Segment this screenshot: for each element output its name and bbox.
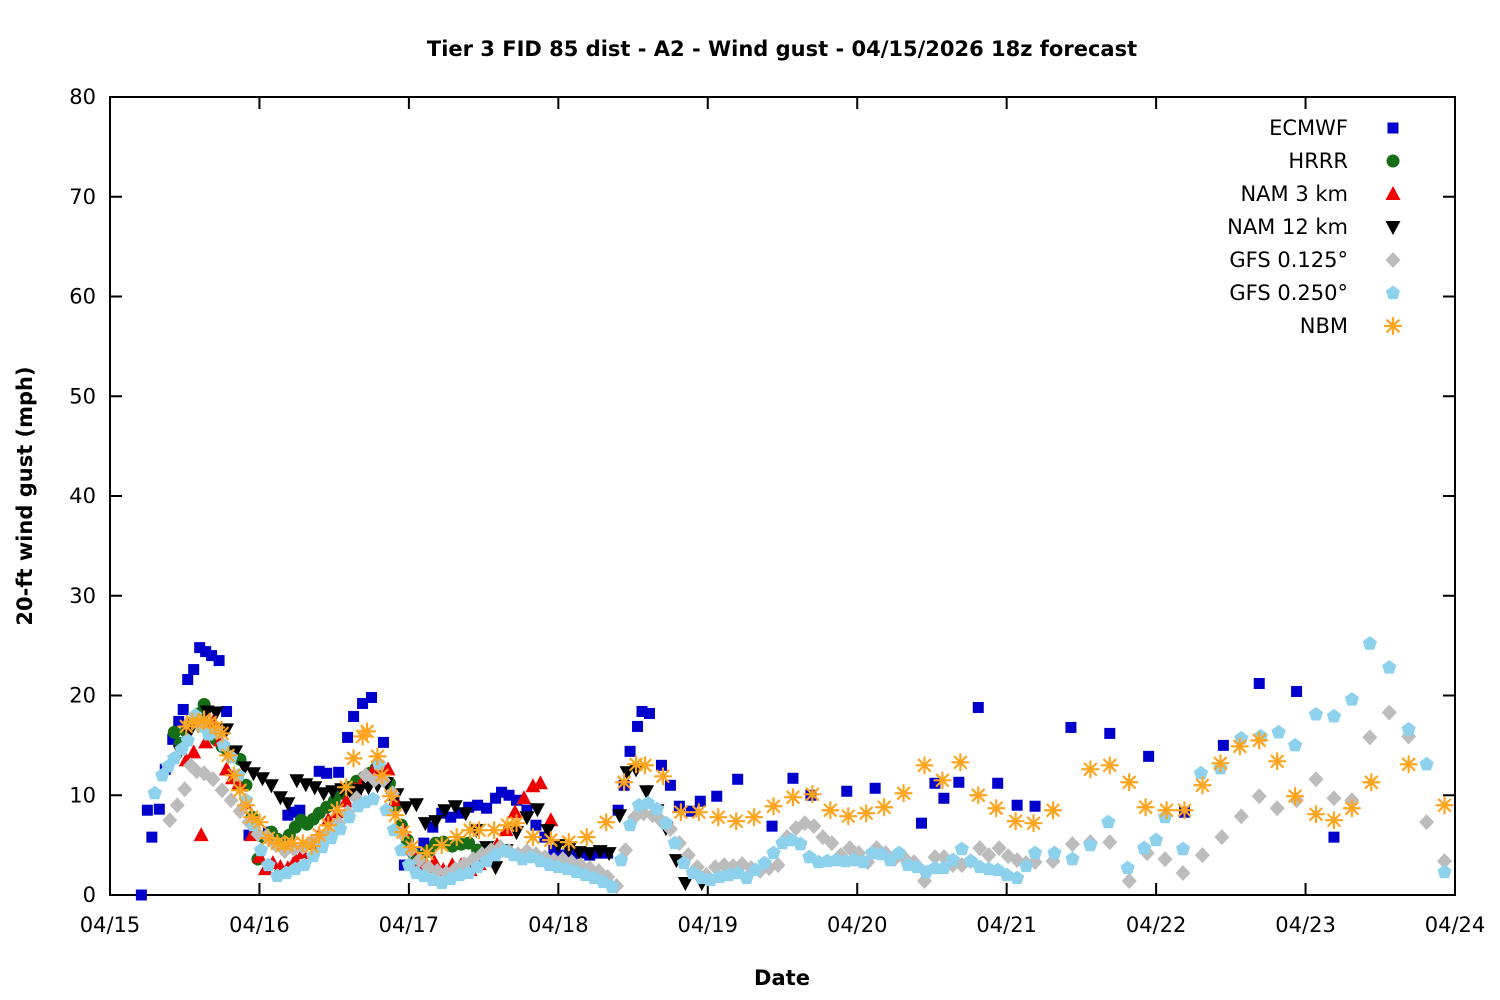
legend-item-nbm: NBM [1300, 314, 1403, 338]
legend-marker-triangle-down-icon [1385, 221, 1401, 235]
y-tick-label: 0 [83, 883, 96, 907]
y-tick-label: 50 [69, 384, 96, 408]
x-tick-label: 04/15 [80, 913, 141, 937]
legend-label: NAM 3 km [1240, 182, 1348, 206]
x-tick-label: 04/17 [379, 913, 440, 937]
x-tick-label: 04/16 [229, 913, 290, 937]
legend-marker-pentagon-icon [1385, 285, 1401, 300]
y-tick-label: 10 [69, 783, 96, 807]
legend-item-nam-3-km: NAM 3 km [1240, 182, 1401, 206]
legend-item-gfs-0-250: GFS 0.250° [1229, 281, 1401, 305]
series-nbm-points [177, 710, 1454, 863]
legend-marker-circle-icon [1386, 154, 1400, 168]
x-tick-label: 04/21 [976, 913, 1037, 937]
legend-item-ecmwf: ECMWF [1269, 116, 1399, 140]
legend-item-hrrr: HRRR [1288, 149, 1400, 173]
series-gfs-0-250-points [147, 636, 1452, 894]
x-tick-label: 04/20 [827, 913, 888, 937]
legend-label: NBM [1300, 314, 1348, 338]
y-tick-label: 40 [69, 484, 96, 508]
legend-label: GFS 0.250° [1229, 281, 1348, 305]
axis-ticks: 04/15 04/16 04/17 04/18 04/19 04/20 04/21 04/22… [69, 85, 1485, 937]
legend-marker-square-icon [1387, 122, 1399, 134]
x-tick-label: 04/19 [678, 913, 739, 937]
x-tick-label: 04/24 [1425, 913, 1486, 937]
y-tick-label: 20 [69, 684, 96, 708]
chart-title: Tier 3 FID 85 dist - A2 - Wind gust - 04… [427, 37, 1137, 61]
legend-label: NAM 12 km [1227, 215, 1348, 239]
legend-label: GFS 0.125° [1229, 248, 1348, 272]
y-tick-label: 60 [69, 285, 96, 309]
legend-label: ECMWF [1269, 116, 1348, 140]
y-tick-label: 70 [69, 185, 96, 209]
chart-legend: ECMWF HRRR NAM 3 km NAM 12 km GFS 0.125° GFS … [1227, 116, 1403, 338]
y-tick-label: 30 [69, 584, 96, 608]
legend-marker-triangle-up-icon [1385, 186, 1401, 200]
legend-item-gfs-0-125: GFS 0.125° [1229, 248, 1401, 272]
legend-label: HRRR [1288, 149, 1348, 173]
legend-item-nam-12-km: NAM 12 km [1227, 215, 1401, 239]
x-tick-label: 04/23 [1275, 913, 1336, 937]
legend-marker-diamond-icon [1385, 252, 1401, 268]
x-axis-label: Date [754, 966, 810, 990]
y-tick-label: 80 [69, 85, 96, 109]
x-tick-label: 04/22 [1126, 913, 1187, 937]
x-tick-label: 04/18 [528, 913, 589, 937]
y-axis-label: 20-ft wind gust (mph) [13, 366, 37, 625]
legend-marker-asterisk-icon [1383, 316, 1403, 336]
data-points [135, 636, 1454, 901]
